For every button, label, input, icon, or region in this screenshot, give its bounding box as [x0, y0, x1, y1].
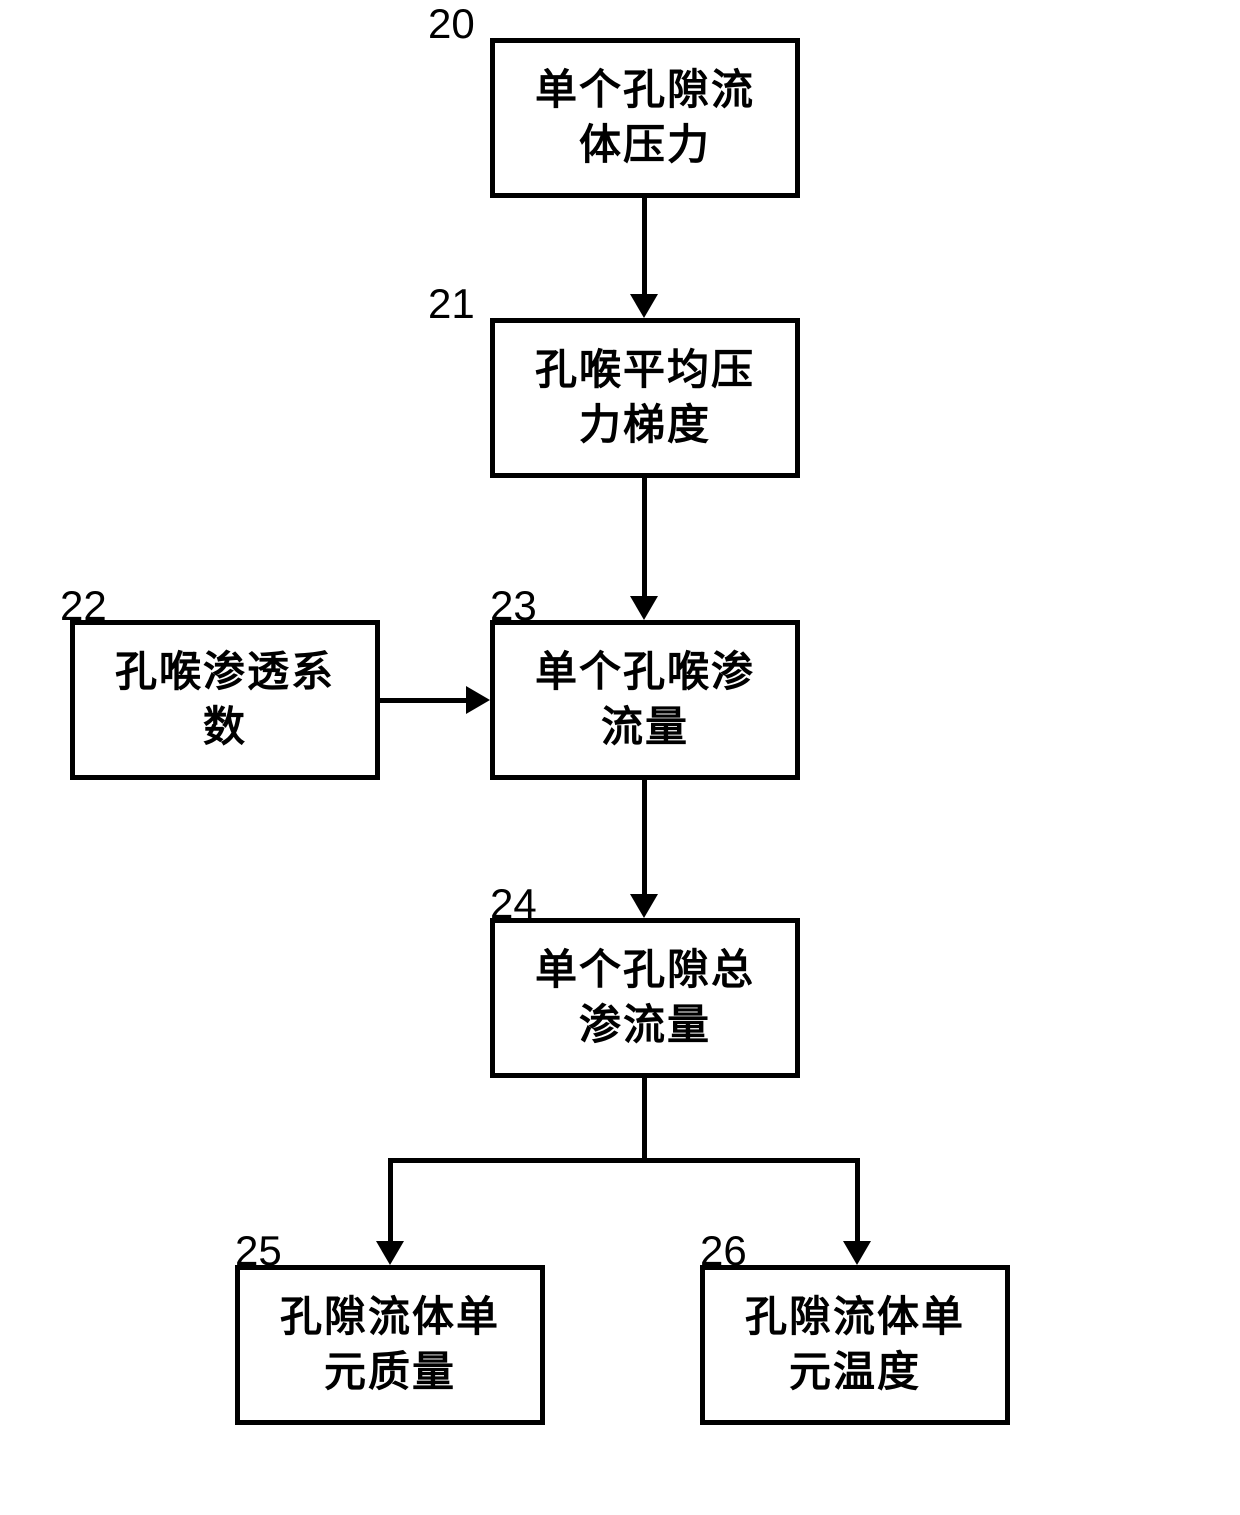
- arrowhead-icon: [630, 894, 658, 918]
- node-single-pore-total-flow: 单个孔隙总渗流量: [490, 918, 800, 1078]
- node-label: 孔隙流体单元温度: [745, 1290, 965, 1399]
- arrowhead-icon: [630, 294, 658, 318]
- arrowhead-icon: [630, 596, 658, 620]
- edge: [642, 478, 647, 596]
- flowchart-canvas: 20 单个孔隙流体压力 21 孔喉平均压力梯度 22 孔喉渗透系数 23 单个孔…: [0, 0, 1240, 1515]
- edge: [642, 1078, 647, 1160]
- node-single-throat-flow: 单个孔喉渗流量: [490, 620, 800, 780]
- edge: [855, 1158, 860, 1241]
- node-throat-permeability-coef: 孔喉渗透系数: [70, 620, 380, 780]
- node-throat-avg-pressure-gradient: 孔喉平均压力梯度: [490, 318, 800, 478]
- edge: [642, 198, 647, 294]
- node-number-20: 20: [428, 0, 475, 48]
- node-pore-fluid-unit-mass: 孔隙流体单元质量: [235, 1265, 545, 1425]
- node-label: 孔隙流体单元质量: [280, 1290, 500, 1399]
- arrowhead-icon: [376, 1241, 404, 1265]
- node-pore-fluid-unit-temp: 孔隙流体单元温度: [700, 1265, 1010, 1425]
- node-label: 孔喉渗透系数: [115, 645, 335, 754]
- edge: [642, 780, 647, 894]
- arrowhead-icon: [466, 686, 490, 714]
- edge: [388, 1158, 860, 1163]
- node-pore-fluid-pressure: 单个孔隙流体压力: [490, 38, 800, 198]
- edge: [380, 698, 466, 703]
- node-label: 孔喉平均压力梯度: [535, 343, 755, 452]
- node-number-21: 21: [428, 280, 475, 328]
- edge: [388, 1158, 393, 1241]
- arrowhead-icon: [843, 1241, 871, 1265]
- node-label: 单个孔隙流体压力: [535, 63, 755, 172]
- node-label: 单个孔喉渗流量: [535, 645, 755, 754]
- node-label: 单个孔隙总渗流量: [535, 943, 755, 1052]
